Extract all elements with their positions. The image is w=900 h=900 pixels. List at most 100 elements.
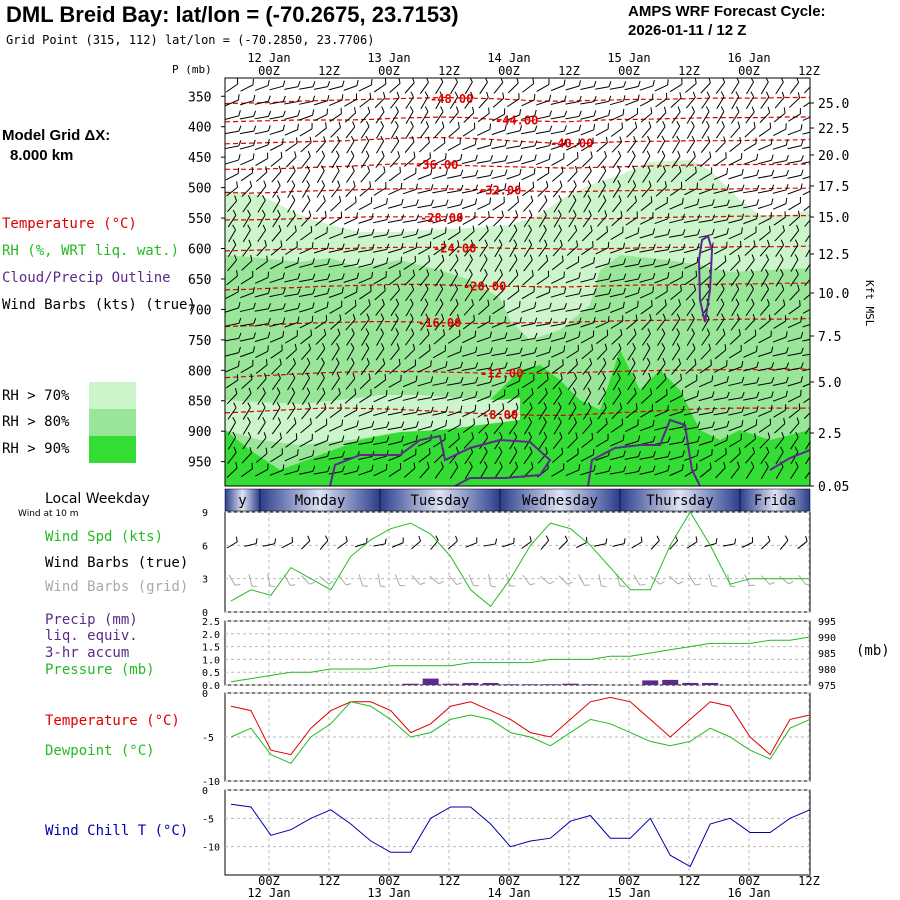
- wind-barb: [418, 447, 431, 463]
- wind-barb: [657, 135, 666, 154]
- wind-barb: [521, 301, 537, 313]
- isotherm-line: [225, 245, 810, 252]
- wind-barb: [302, 372, 310, 391]
- wind-barb: [257, 387, 266, 405]
- wind-barb: [713, 228, 729, 239]
- wind-barb: [788, 300, 801, 315]
- wind-barb: [287, 387, 296, 406]
- wind-barb: [597, 387, 607, 406]
- wind-barb: [284, 123, 299, 136]
- wind-barb: [669, 229, 686, 238]
- wind-barb: [639, 228, 656, 239]
- wind-barb: [772, 376, 789, 387]
- wind-barb: [358, 271, 374, 284]
- wind-barb: [655, 181, 667, 197]
- wind-barb: [286, 402, 296, 420]
- wind-barb: [772, 154, 789, 164]
- wind-barb: [521, 167, 536, 181]
- wind-barb: [715, 269, 726, 287]
- wind-barb: [359, 285, 372, 300]
- wind-barb: [597, 165, 607, 183]
- wind-barb: [728, 344, 742, 359]
- isotherm-label: -36.00: [415, 158, 458, 172]
- wind-barb: [612, 387, 622, 405]
- wind-barb: [476, 139, 493, 150]
- wind-barb: [509, 446, 518, 465]
- wind-barb: [551, 271, 565, 284]
- wind-barb: [417, 184, 434, 194]
- wind-barb: [508, 254, 518, 272]
- wind-barb: [802, 366, 810, 372]
- wind-barb: [257, 402, 266, 420]
- wind-barb: [242, 195, 252, 213]
- wind-barb: [373, 405, 389, 416]
- wind-chill-panel: -10 -5 0: [202, 786, 811, 876]
- wind-barb: [669, 436, 686, 445]
- wind-barb: [388, 374, 402, 388]
- grid-point-subtitle: Grid Point (315, 112) lat/lon = (-70.285…: [6, 33, 375, 47]
- cloud-outline-1: [329, 434, 552, 486]
- legend-cloud: Cloud/Precip Outline: [2, 270, 171, 286]
- wind-barb: [609, 258, 626, 268]
- wind-barb: [300, 329, 313, 345]
- wind-barb: [610, 108, 625, 121]
- wind-barb: [285, 225, 297, 242]
- wind-barb: [344, 196, 357, 211]
- wind-barb: [343, 243, 360, 253]
- wind-barb: [713, 360, 728, 373]
- wind-barb: [255, 152, 269, 167]
- wind-barb: [567, 372, 578, 390]
- wind-barb: [626, 195, 637, 212]
- wind-barb: [506, 301, 521, 314]
- wind-barb: [345, 180, 356, 198]
- wind-barb: [479, 239, 488, 257]
- wind-barb: [730, 106, 740, 124]
- wind-barb: [641, 121, 652, 139]
- wind-barb: [506, 109, 522, 121]
- pressure-tick-400: 400: [188, 121, 211, 136]
- wind-barb: [329, 419, 344, 432]
- wind-barb: [402, 391, 419, 401]
- wind-barb: [300, 418, 312, 434]
- wind-barb: [580, 124, 596, 136]
- wind-barb: [671, 358, 682, 375]
- wind-barb: [625, 419, 639, 433]
- wind-barb: [432, 169, 448, 180]
- wind-barb: [271, 224, 282, 242]
- wind-barb: [388, 166, 401, 182]
- wind-barb: [639, 465, 656, 475]
- wind-barb: [328, 451, 345, 460]
- wind-barb: [387, 229, 405, 238]
- precip-bar: [662, 679, 679, 685]
- wind-barb: [374, 358, 386, 375]
- wind-barb: [462, 122, 476, 137]
- wind-barb: [744, 313, 756, 331]
- wind-barb: [479, 78, 488, 95]
- grid-wind-barb: [448, 575, 462, 586]
- wind-barb: [536, 286, 551, 299]
- wind-barb: [434, 313, 445, 331]
- pressure-tick-label: 995: [818, 617, 836, 628]
- wind-barb: [477, 403, 490, 418]
- surface-wind-barb: [631, 536, 643, 549]
- bottom-hour-label: 00Z: [498, 874, 520, 888]
- wind-barb: [254, 287, 271, 298]
- wind-barb: [699, 462, 712, 478]
- wind-barb: [492, 196, 505, 211]
- wind-barb: [507, 196, 520, 212]
- wind-barb: [536, 153, 551, 166]
- panel-frame: [224, 692, 811, 782]
- wind-barb: [803, 201, 810, 212]
- wind-barb: [773, 404, 787, 418]
- wind-barb: [743, 361, 759, 372]
- wind-barb: [730, 461, 740, 479]
- wind-barb: [373, 463, 388, 477]
- wind-barb: [507, 93, 520, 108]
- y-tick-label: -5: [202, 733, 214, 744]
- wind-barb: [550, 110, 568, 120]
- isotherm-label: -32.00: [478, 183, 521, 197]
- wind-barb: [714, 448, 727, 463]
- surface-wind-barb: [411, 535, 422, 550]
- height-tick: 17.5: [818, 180, 849, 195]
- wind-barb: [387, 198, 404, 209]
